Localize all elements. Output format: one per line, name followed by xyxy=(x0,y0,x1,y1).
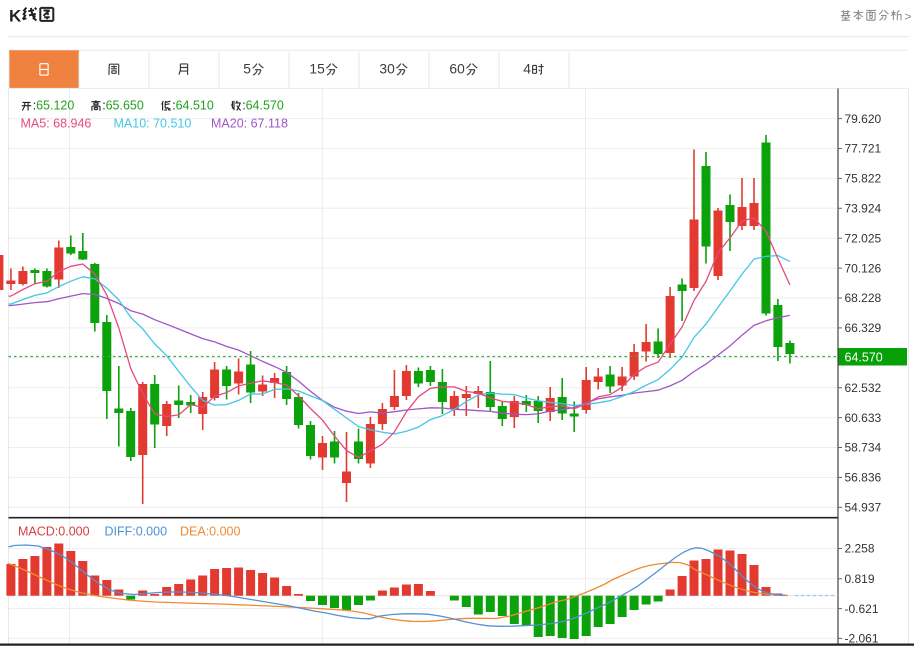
svg-text:66.329: 66.329 xyxy=(845,321,882,335)
svg-text:MA20: 67.118: MA20: 67.118 xyxy=(211,117,288,131)
svg-text:DEA:0.000: DEA:0.000 xyxy=(180,525,241,539)
svg-text:64.510: 64.510 xyxy=(176,99,214,113)
svg-text:MA5: 68.946: MA5: 68.946 xyxy=(21,117,92,131)
svg-text:58.734: 58.734 xyxy=(845,441,882,455)
svg-text:56.836: 56.836 xyxy=(845,471,882,485)
svg-text:MACD:0.000: MACD:0.000 xyxy=(18,525,90,539)
svg-text:0: 0 xyxy=(387,62,395,77)
svg-text:3: 3 xyxy=(379,62,387,77)
svg-text:DIFF:0.000: DIFF:0.000 xyxy=(105,525,168,539)
svg-text::: : xyxy=(102,99,105,113)
svg-text:5: 5 xyxy=(243,62,251,77)
svg-text:62.532: 62.532 xyxy=(845,381,882,395)
svg-text:1: 1 xyxy=(309,62,317,77)
svg-text::: : xyxy=(33,99,36,113)
svg-text:MA10: 70.510: MA10: 70.510 xyxy=(114,117,192,131)
svg-text:68.228: 68.228 xyxy=(845,291,882,305)
svg-text::: : xyxy=(242,99,245,113)
svg-text:5: 5 xyxy=(317,62,325,77)
svg-text:60.633: 60.633 xyxy=(845,411,882,425)
svg-text:79.620: 79.620 xyxy=(845,112,882,126)
svg-text:65.650: 65.650 xyxy=(106,99,144,113)
svg-text:K: K xyxy=(9,7,22,26)
svg-text:72.025: 72.025 xyxy=(845,231,882,245)
svg-text:0.819: 0.819 xyxy=(845,572,875,586)
svg-text:75.822: 75.822 xyxy=(845,172,882,186)
svg-text:64.570: 64.570 xyxy=(246,99,284,113)
svg-text:4: 4 xyxy=(523,62,531,77)
svg-text:77.721: 77.721 xyxy=(845,142,882,156)
svg-text:-0.621: -0.621 xyxy=(845,602,879,616)
svg-text:70.126: 70.126 xyxy=(845,261,882,275)
svg-text:64.570: 64.570 xyxy=(845,350,883,364)
svg-text:0: 0 xyxy=(457,62,465,77)
svg-text:>: > xyxy=(904,9,911,23)
svg-text:-2.061: -2.061 xyxy=(845,632,879,646)
svg-text::: : xyxy=(172,99,175,113)
svg-text:2.258: 2.258 xyxy=(845,542,875,556)
svg-text:73.924: 73.924 xyxy=(845,202,882,216)
svg-text:6: 6 xyxy=(449,62,457,77)
svg-text:54.937: 54.937 xyxy=(845,501,882,515)
svg-text:65.120: 65.120 xyxy=(36,99,74,113)
